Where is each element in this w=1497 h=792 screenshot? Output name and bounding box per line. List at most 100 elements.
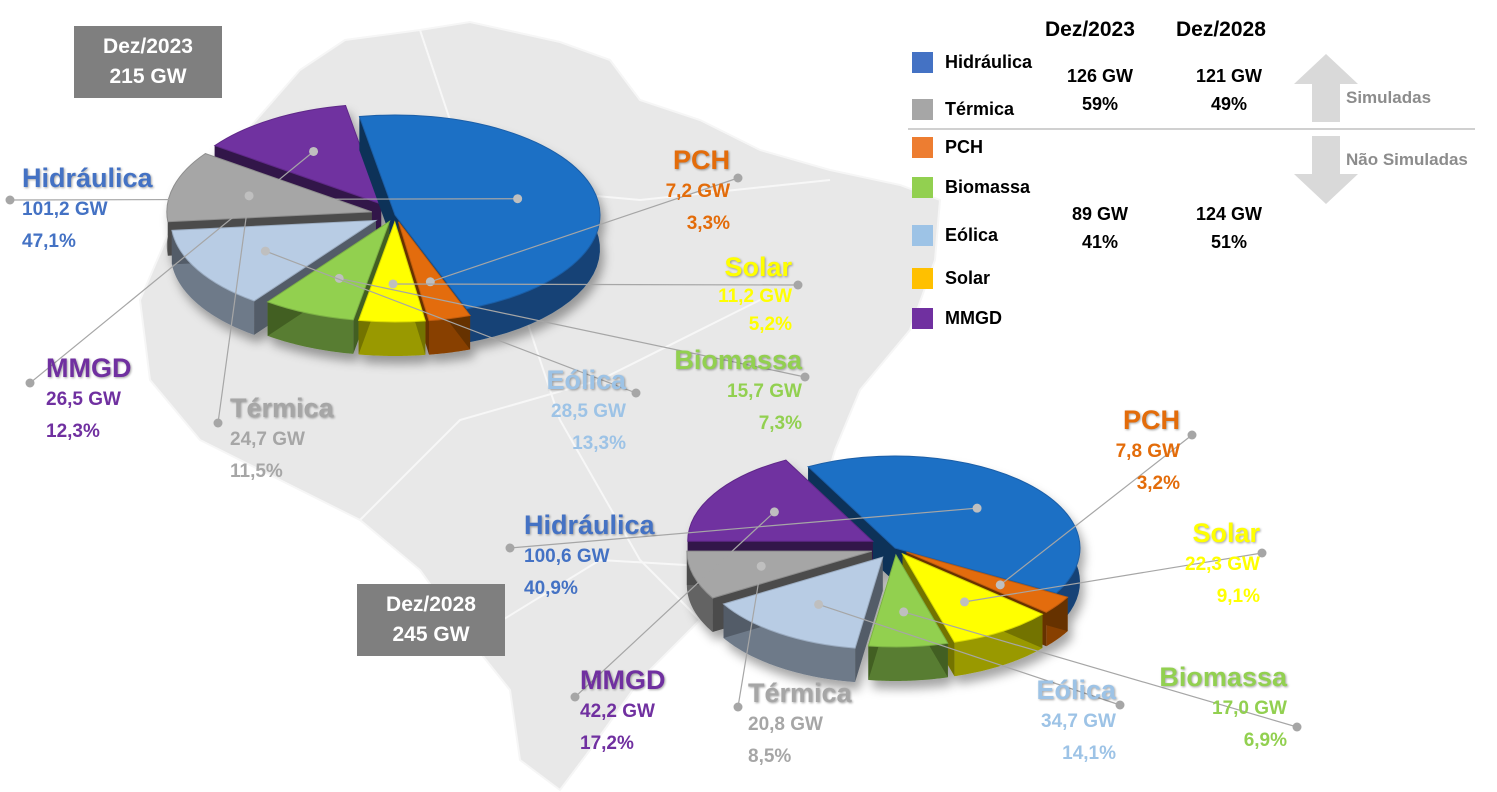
legend-label: Térmica bbox=[945, 99, 1015, 119]
arrow-up-icon bbox=[1294, 54, 1358, 122]
label-2023-termica: Térmica 24,7 GW 11,5% bbox=[230, 393, 334, 488]
slice-gw: 100,6 GW bbox=[524, 546, 610, 567]
slice-top bbox=[171, 219, 378, 302]
slice-top bbox=[807, 455, 1081, 594]
leader-line bbox=[265, 250, 637, 394]
simuladas-2028-pct: 49% bbox=[1210, 94, 1248, 114]
simuladas-2028-gw: 121 GW bbox=[1195, 66, 1263, 86]
nao-simuladas-2028: 124 GW 51% bbox=[1189, 200, 1269, 256]
slice-top bbox=[906, 551, 1069, 613]
slice-pct: 13,3% bbox=[572, 433, 626, 454]
leader-line bbox=[964, 552, 1263, 603]
leader-dot bbox=[505, 543, 515, 553]
pie-slice-eólica bbox=[722, 556, 884, 683]
slice-pct: 6,9% bbox=[1243, 730, 1287, 751]
legend-divider bbox=[908, 128, 1475, 130]
label-2023-biomassa: Biomassa 15,7 GW 7,3% bbox=[640, 345, 802, 440]
legend-swatch bbox=[912, 52, 933, 73]
label-2023-mmgd: MMGD 26,5 GW 12,3% bbox=[46, 353, 131, 448]
leader-dot bbox=[960, 597, 969, 607]
leader-dot bbox=[388, 279, 398, 289]
leader-dot bbox=[793, 280, 803, 290]
slice-gw: 11,2 GW bbox=[718, 286, 792, 307]
label-2028-termica: Térmica 20,8 GW 8,5% bbox=[748, 678, 852, 773]
slice-gw: 26,5 GW bbox=[46, 389, 121, 410]
legend-swatch bbox=[912, 225, 933, 246]
leader-line bbox=[339, 277, 806, 378]
slice-gw: 24,7 GW bbox=[230, 429, 305, 450]
simuladas-2023-gw: 126 GW bbox=[1066, 66, 1134, 86]
legend-swatch bbox=[912, 137, 933, 158]
simuladas-label: Simuladas bbox=[1346, 88, 1432, 107]
simuladas-2023-pct: 59% bbox=[1081, 94, 1119, 114]
legend-label: PCH bbox=[945, 137, 984, 157]
leader-dot bbox=[1257, 548, 1267, 558]
slice-gw: 34,7 GW bbox=[1041, 711, 1116, 732]
legend-label: Solar bbox=[945, 268, 991, 288]
slice-side bbox=[686, 551, 713, 633]
simuladas-2023: 126 GW 59% bbox=[1060, 62, 1140, 118]
badge-total: 215 GW bbox=[109, 65, 187, 88]
legend-item-biomassa: Biomassa bbox=[912, 177, 1030, 198]
nao-simuladas-label: Não Simuladas bbox=[1346, 150, 1468, 169]
legend-swatch bbox=[912, 308, 933, 329]
slice-name: Hidráulica bbox=[22, 163, 153, 193]
legend-item-eolica: Eólica bbox=[912, 225, 998, 246]
leader-line bbox=[818, 603, 1121, 706]
leader-dot bbox=[570, 692, 580, 702]
slice-name: PCH bbox=[1122, 405, 1180, 435]
label-2028-hidraulica: Hidráulica 100,6 GW 40,9% bbox=[524, 510, 655, 605]
label-2028-eolica: Eólica 34,7 GW 14,1% bbox=[1000, 675, 1116, 770]
slice-pct: 3,3% bbox=[686, 213, 730, 234]
slice-top bbox=[213, 104, 382, 205]
pie-slice-solar bbox=[357, 220, 426, 356]
leader-line bbox=[9, 198, 518, 201]
leader-dot bbox=[425, 277, 435, 287]
slice-gw: 20,8 GW bbox=[748, 714, 823, 735]
leader-dot bbox=[899, 607, 909, 617]
nao-simuladas-2023-pct: 41% bbox=[1081, 232, 1119, 252]
leader-line bbox=[430, 177, 739, 283]
leader-dot bbox=[800, 372, 810, 382]
leader-line bbox=[737, 566, 762, 708]
leader-dot bbox=[972, 503, 982, 513]
leader-dot bbox=[1292, 722, 1302, 732]
slice-top bbox=[722, 556, 884, 649]
legend-item-termica: Térmica bbox=[912, 99, 1014, 120]
slice-name: MMGD bbox=[46, 353, 132, 383]
pie-slice-biomassa bbox=[867, 553, 949, 681]
slice-gw: 22,3 GW bbox=[1185, 554, 1260, 575]
slice-gw: 101,2 GW bbox=[22, 199, 108, 220]
leader-dot bbox=[756, 561, 766, 571]
leader-dot bbox=[769, 507, 779, 517]
legend-item-mmgd: MMGD bbox=[912, 308, 1002, 329]
nao-simuladas-2023-gw: 89 GW bbox=[1071, 204, 1128, 224]
badge-title: Dez/2028 bbox=[386, 593, 476, 616]
slice-pct: 9,1% bbox=[1216, 586, 1260, 607]
slice-pct: 8,5% bbox=[748, 746, 792, 767]
label-2023-solar: Solar 11,2 GW 5,2% bbox=[680, 252, 792, 339]
label-2023-hidraulica: Hidráulica 101,2 GW 47,1% bbox=[22, 163, 153, 258]
slice-name: Solar bbox=[724, 252, 792, 282]
badge-dez2028: Dez/2028 245 GW bbox=[357, 584, 505, 656]
slice-gw: 15,7 GW bbox=[727, 381, 802, 402]
slice-top bbox=[266, 220, 391, 321]
leader-dot bbox=[1187, 430, 1197, 440]
leader-dot bbox=[309, 146, 319, 156]
slice-top bbox=[358, 114, 601, 310]
label-2028-biomassa: Biomassa 17,0 GW 6,9% bbox=[1125, 662, 1287, 757]
slice-pct: 40,9% bbox=[524, 578, 578, 599]
slice-gw: 7,8 GW bbox=[1115, 441, 1180, 462]
legend-label: Hidráulica bbox=[945, 52, 1033, 72]
leader-line bbox=[574, 511, 775, 698]
pie-0 bbox=[166, 104, 601, 356]
slice-gw: 42,2 GW bbox=[580, 701, 655, 722]
slice-pct: 3,2% bbox=[1136, 473, 1180, 494]
slice-name: Biomassa bbox=[1159, 662, 1287, 692]
slice-top bbox=[398, 221, 471, 322]
badge-total: 245 GW bbox=[392, 623, 470, 646]
legend-label: Biomassa bbox=[945, 177, 1031, 197]
slice-name: Eólica bbox=[1036, 675, 1116, 705]
slice-name: MMGD bbox=[580, 665, 666, 695]
